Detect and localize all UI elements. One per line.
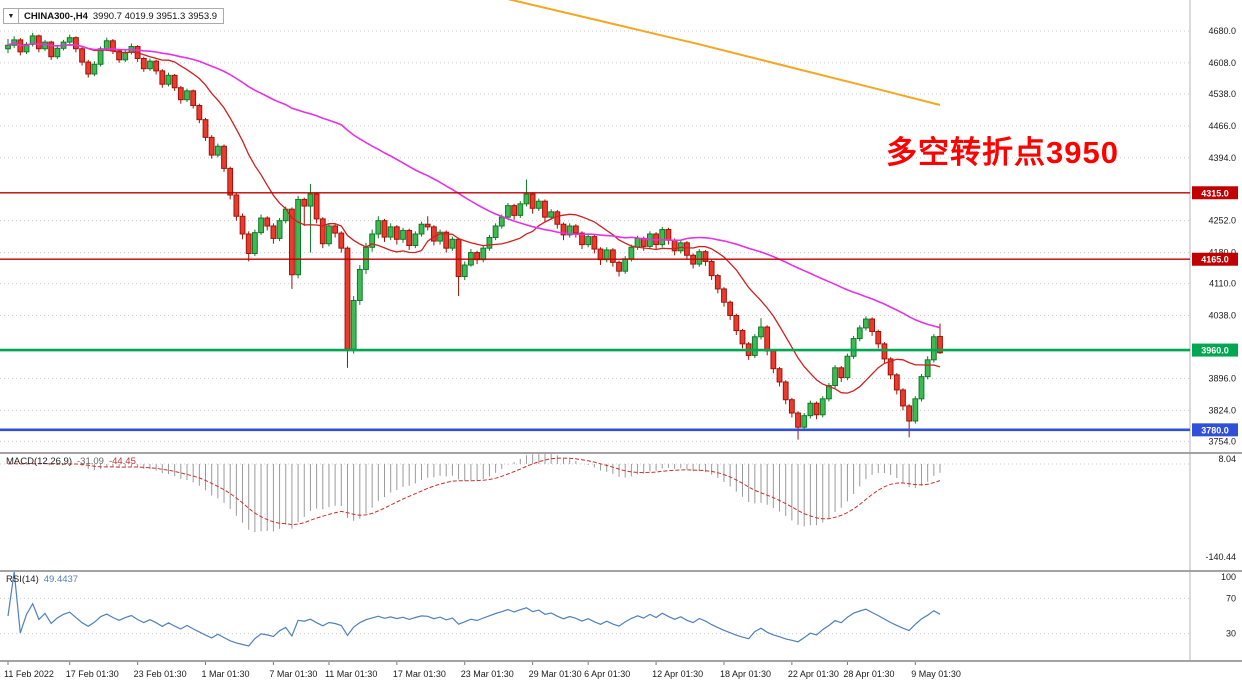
panel-divider-1[interactable] [0, 452, 1242, 454]
macd-name: MACD(12,26,9) [6, 456, 72, 467]
symbol-info-bar: ▼ CHINA300-,H4 3990.7 4019.9 3951.3 3953… [3, 8, 225, 24]
macd-label: MACD(12,26,9) -31.09 -44.45 [6, 456, 136, 467]
svg-text:4038.0: 4038.0 [1208, 311, 1236, 321]
svg-text:3754.0: 3754.0 [1208, 436, 1236, 446]
rsi-panel[interactable]: 100 70 30 RSI(14) 49.4437 [0, 572, 1242, 660]
price-tag-4315.0 [1192, 186, 1238, 200]
svg-text:4680.0: 4680.0 [1208, 26, 1236, 36]
svg-text:30: 30 [1226, 629, 1236, 639]
collapse-arrow-icon[interactable]: ▼ [4, 9, 19, 23]
macd-panel[interactable]: 8.04 -140.44 MACD(12,26,9) -31.09 -44.45 [0, 454, 1242, 570]
rsi-value: 49.4437 [43, 574, 79, 585]
ma-fast-red-line [7, 41, 941, 394]
annotation-text: 多空转折点3950 [886, 135, 1119, 170]
time-label: 11 Mar 01:30 [325, 669, 377, 679]
ma-slow-magenta-line [7, 41, 941, 329]
time-label: 18 Apr 01:30 [720, 669, 771, 679]
time-label: 29 Mar 01:30 [529, 669, 582, 679]
time-label: 12 Apr 01:30 [652, 669, 703, 679]
svg-text:4315.0: 4315.0 [1201, 188, 1229, 198]
price-gridlines: 4680.0 4608.0 4538.0 4466.0 4394.0 4252.0 4180… [0, 26, 1236, 446]
panel-divider-3[interactable] [0, 660, 1242, 662]
symbol-title: CHINA300-,H4 [24, 10, 88, 22]
macd-signal-line [7, 457, 941, 526]
time-label: 11 Feb 2022 [4, 669, 54, 679]
time-label: 22 Apr 01:30 [788, 669, 839, 679]
panel-divider-2[interactable] [0, 570, 1242, 572]
price-tag-3960.0 [1192, 343, 1238, 357]
svg-text:4180.0: 4180.0 [1208, 248, 1236, 258]
time-label: 1 Mar 01:30 [202, 669, 250, 679]
svg-text:-140.44: -140.44 [1205, 552, 1236, 562]
macd-histogram [13, 454, 941, 533]
time-label: 17 Feb 01:30 [66, 669, 119, 679]
svg-text:4394.0: 4394.0 [1208, 153, 1236, 163]
svg-text:4110.0: 4110.0 [1209, 279, 1236, 289]
price-tag-3780.0 [1192, 423, 1238, 437]
macd-main-value: -31.09 [77, 456, 104, 467]
symbol-ohlc-values: 3990.7 4019.9 3951.3 3953.9 [92, 10, 218, 22]
svg-text:4466.0: 4466.0 [1208, 121, 1236, 131]
time-label: 23 Mar 01:30 [461, 669, 514, 679]
macd-signal-value: -44.45 [108, 456, 136, 467]
svg-text:8.04: 8.04 [1218, 454, 1236, 464]
ma-long-orange-line [507, 0, 941, 106]
svg-text:3960.0: 3960.0 [1201, 346, 1229, 356]
time-axis[interactable]: 11 Feb 2022 17 Feb 01:30 23 Feb 01:30 1 Mar… [0, 662, 1242, 692]
time-label: 7 Mar 01:30 [269, 669, 317, 679]
macd-canvas: 8.04 -140.44 [0, 454, 1236, 570]
time-axis-canvas: 11 Feb 2022 17 Feb 01:30 23 Feb 01:30 1 Mar… [4, 662, 961, 679]
price-chart-canvas[interactable]: 4680.0 4608.0 4538.0 4466.0 4394.0 4252.0 4180… [0, 0, 1242, 452]
time-label: 9 May 01:30 [911, 669, 961, 679]
svg-text:3780.0: 3780.0 [1201, 425, 1229, 435]
time-label: 28 Apr 01:30 [843, 669, 894, 679]
svg-text:4608.0: 4608.0 [1208, 58, 1236, 68]
svg-text:100: 100 [1221, 572, 1236, 582]
price-panel[interactable]: 4680.0 4608.0 4538.0 4466.0 4394.0 4252.0 4180… [0, 0, 1242, 452]
svg-text:3896.0: 3896.0 [1208, 373, 1236, 383]
svg-text:4165.0: 4165.0 [1201, 255, 1229, 265]
price-tag-4165.0 [1192, 252, 1238, 266]
time-label: 23 Feb 01:30 [134, 669, 187, 679]
time-label: 6 Apr 01:30 [584, 669, 630, 679]
candles [5, 32, 943, 440]
svg-text:3824.0: 3824.0 [1208, 405, 1236, 415]
svg-text:4252.0: 4252.0 [1208, 216, 1236, 226]
rsi-name: RSI(14) [6, 574, 39, 585]
rsi-line [7, 572, 941, 647]
rsi-label: RSI(14) 49.4437 [6, 574, 78, 585]
rsi-canvas: 100 70 30 [0, 572, 1236, 660]
time-label: 17 Mar 01:30 [393, 669, 446, 679]
svg-text:70: 70 [1226, 593, 1236, 603]
svg-text:4538.0: 4538.0 [1208, 89, 1236, 99]
